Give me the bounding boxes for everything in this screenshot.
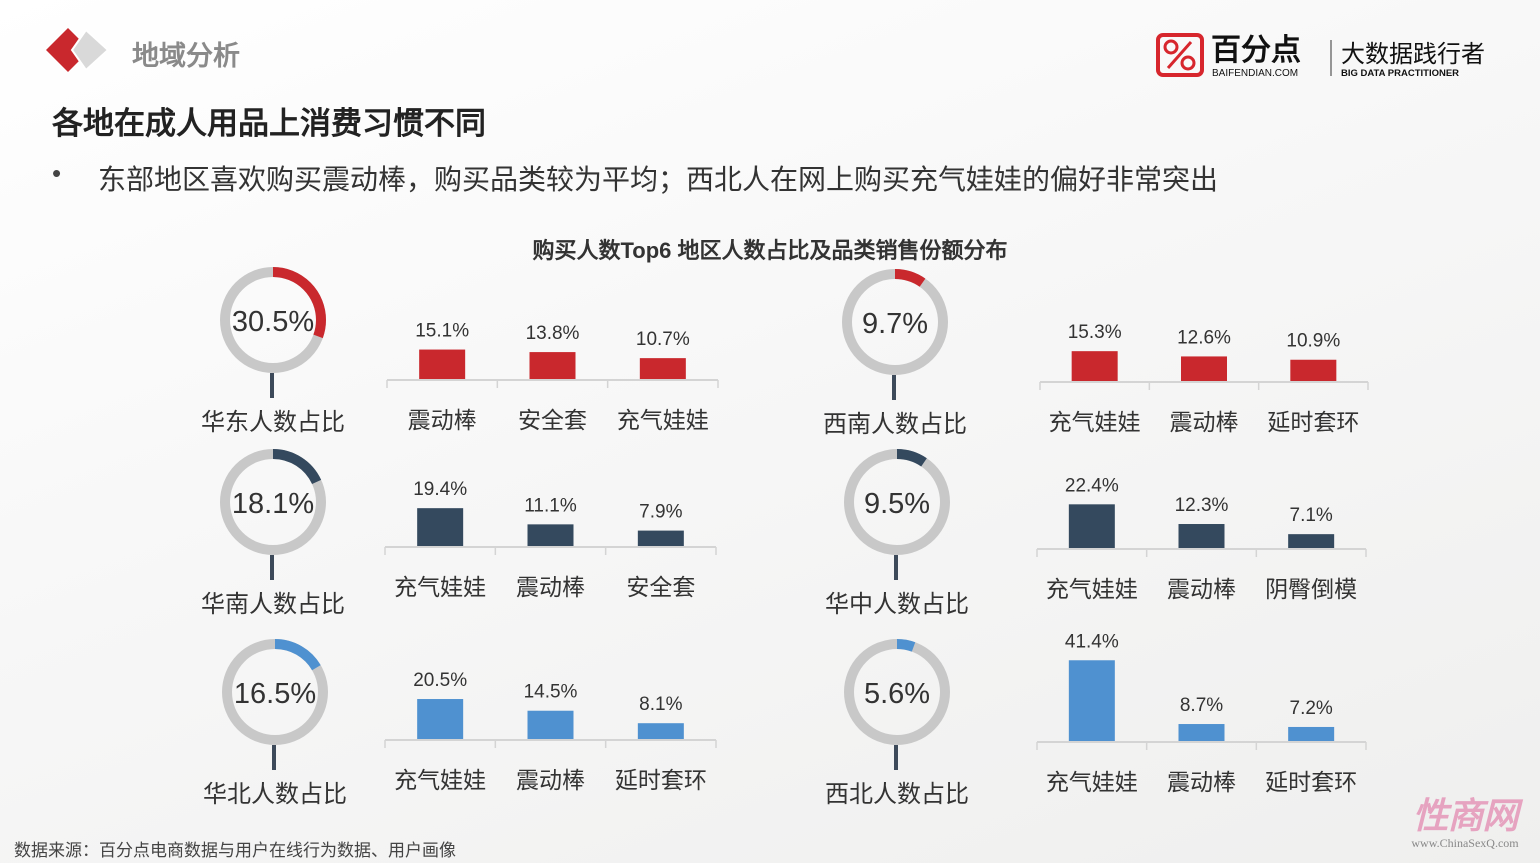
- bar-value-label: 8.7%: [1180, 695, 1223, 716]
- bar: [1068, 504, 1115, 548]
- bar-category-label: 震动棒: [1167, 769, 1236, 795]
- bar-category-label: 充气娃娃: [1046, 576, 1138, 602]
- region-label: 西北人数占比: [825, 781, 969, 808]
- data-source: 数据来源：百分点电商数据与用户在线行为数据、用户画像: [14, 841, 456, 860]
- bar-category-label: 充气娃娃: [394, 767, 486, 793]
- brand-domain: BAIFENDIAN.COM: [1212, 68, 1298, 79]
- bar-category-label: 充气娃娃: [1046, 769, 1138, 795]
- headline: 各地在成人用品上消费习惯不同: [52, 106, 486, 141]
- bar-category-label: 充气娃娃: [1049, 409, 1141, 435]
- bar: [639, 358, 686, 379]
- bar-value-label: 7.9%: [639, 502, 682, 523]
- bar-value-label: 15.1%: [415, 321, 469, 342]
- bar: [1071, 351, 1118, 381]
- brand-slogan-en: BIG DATA PRACTITIONER: [1341, 68, 1459, 79]
- bar-value-label: 10.9%: [1286, 331, 1340, 352]
- region-panel: 9.7% 西南人数占比 15.3% 充气娃娃 12.6% 震动棒 10.9% 延时套环: [823, 269, 1369, 438]
- bar-value-label: 10.7%: [636, 329, 690, 350]
- region-label: 华东人数占比: [201, 409, 345, 436]
- brand-slogan: 大数据践行者: [1341, 41, 1485, 68]
- bar: [417, 508, 464, 546]
- bar-category-label: 安全套: [626, 574, 695, 600]
- bar-value-label: 7.1%: [1290, 505, 1333, 526]
- region-label: 西南人数占比: [823, 411, 967, 438]
- bar-category-label: 延时套环: [1267, 409, 1359, 435]
- region-panel: 18.1% 华南人数占比 19.4% 充气娃娃 11.1% 震动棒 7.9% 安全套: [201, 449, 717, 618]
- bar-category-label: 震动棒: [408, 407, 477, 433]
- bar: [1288, 534, 1335, 548]
- bar: [637, 723, 684, 739]
- bar-value-label: 13.8%: [526, 323, 580, 344]
- bar-category-label: 安全套: [518, 407, 587, 433]
- bar-value-label: 8.1%: [639, 694, 682, 715]
- donut-share-label: 30.5%: [232, 306, 314, 338]
- watermark: 性商网 www.ChinaSexQ.com: [1395, 796, 1535, 860]
- region-label: 华北人数占比: [203, 781, 347, 808]
- bar-value-label: 11.1%: [524, 495, 577, 516]
- brand-name: 百分点: [1211, 34, 1301, 67]
- bar-value-label: 14.5%: [524, 682, 578, 703]
- bar: [637, 530, 684, 546]
- bullet-dot: •: [52, 158, 62, 188]
- donut-share-arc: [844, 639, 950, 745]
- bar: [1178, 524, 1225, 548]
- bar-value-label: 15.3%: [1068, 322, 1122, 343]
- chart-title: 购买人数Top6 地区人数占比及品类销售份额分布: [532, 238, 1008, 263]
- bar: [1288, 726, 1335, 741]
- donut-share-label: 18.1%: [232, 488, 314, 520]
- bar-category-label: 充气娃娃: [617, 407, 709, 433]
- region-panel: 16.5% 华北人数占比 20.5% 充气娃娃 14.5% 震动棒 8.1% 延时套环: [203, 639, 717, 808]
- bar-value-label: 20.5%: [413, 670, 467, 691]
- donut-share-arc: [220, 267, 326, 373]
- bar-category-label: 充气娃娃: [394, 574, 486, 600]
- donut-share-arc: [222, 639, 328, 745]
- bar: [1181, 356, 1227, 381]
- section-logo-icon: [46, 28, 110, 72]
- bar-category-label: 延时套环: [1265, 769, 1357, 795]
- region-panel: 30.5% 华东人数占比 15.1% 震动棒 13.8% 安全套 10.7% 充气娃娃: [201, 267, 719, 436]
- region-label: 华中人数占比: [825, 591, 969, 618]
- bar-value-label: 12.3%: [1175, 495, 1229, 516]
- donut-share-label: 5.6%: [864, 678, 930, 710]
- bar-value-label: 41.4%: [1065, 631, 1119, 652]
- bar: [529, 352, 576, 379]
- region-panel: 9.5% 华中人数占比 22.4% 充气娃娃 12.3% 震动棒 7.1% 阴臀倒模: [825, 449, 1367, 618]
- watermark-url: www.ChinaSexQ.com: [1411, 836, 1519, 850]
- section-title: 地域分析: [132, 41, 240, 71]
- brand-logo: 百分点 BAIFENDIAN.COM 大数据践行者 BIG DATA PRACT…: [1155, 30, 1500, 80]
- bar-value-label: 12.6%: [1177, 327, 1231, 348]
- region-label: 华南人数占比: [201, 591, 345, 618]
- bar-category-label: 震动棒: [1167, 576, 1236, 602]
- donut-share-arc: [842, 269, 948, 375]
- bar-category-label: 震动棒: [516, 574, 585, 600]
- bar-category-label: 震动棒: [516, 767, 585, 793]
- donut-share-arc: [844, 449, 950, 555]
- bar-value-label: 19.4%: [413, 479, 467, 500]
- donut-share-label: 9.7%: [862, 308, 928, 340]
- bar: [419, 349, 466, 379]
- bar-category-label: 延时套环: [615, 767, 707, 793]
- bar: [527, 710, 574, 739]
- bullet-text: 东部地区喜欢购买震动棒，购买品类较为平均；西北人在网上购买充气娃娃的偏好非常突出: [98, 164, 1219, 195]
- donut-share-label: 16.5%: [234, 678, 316, 710]
- donut-share-label: 9.5%: [864, 488, 930, 520]
- bar-category-label: 阴臀倒模: [1265, 576, 1357, 602]
- donut-share-arc: [220, 449, 326, 555]
- bar-value-label: 22.4%: [1065, 475, 1119, 496]
- bar: [1068, 660, 1115, 741]
- bar: [1178, 724, 1225, 741]
- bar: [527, 524, 574, 546]
- region-panel: 5.6% 西北人数占比 41.4% 充气娃娃 8.7% 震动棒 7.2% 延时套环: [825, 631, 1367, 808]
- bar: [1290, 359, 1337, 381]
- bar-value-label: 7.2%: [1290, 698, 1333, 719]
- bar: [417, 699, 464, 739]
- bar-category-label: 震动棒: [1170, 409, 1239, 435]
- watermark-text: 性商网: [1412, 795, 1518, 836]
